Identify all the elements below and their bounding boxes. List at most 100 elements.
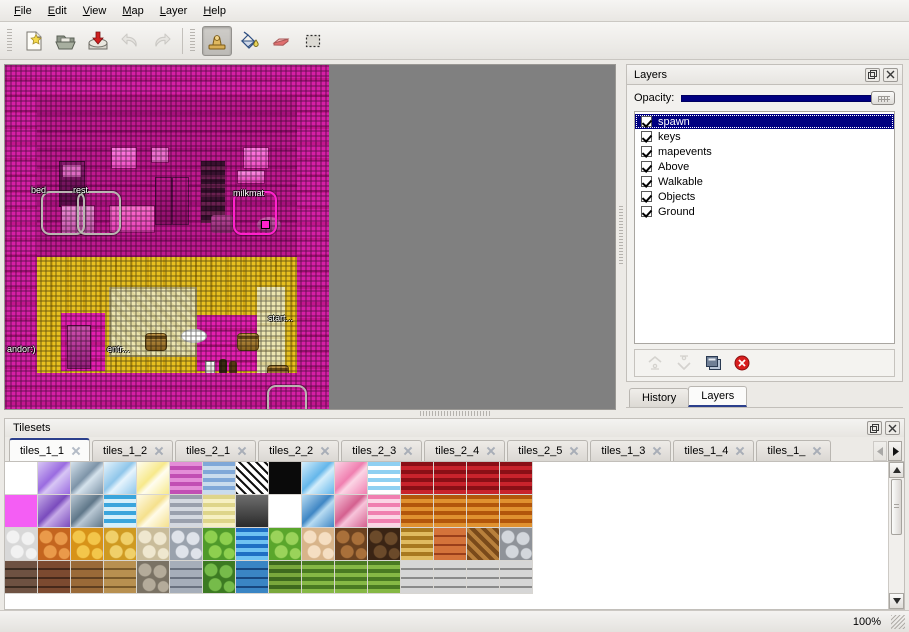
selected-map-object[interactable] <box>233 191 277 235</box>
layer-row[interactable]: mapevents <box>635 144 894 159</box>
layer-visibility-checkbox[interactable] <box>641 146 652 157</box>
tileset-tile[interactable] <box>269 561 302 594</box>
tileset-vertical-scrollbar[interactable] <box>888 462 904 609</box>
layer-visibility-checkbox[interactable] <box>641 176 652 187</box>
layer-row[interactable]: Objects <box>635 189 894 204</box>
tileset-tile[interactable] <box>434 495 467 528</box>
undock-icon[interactable] <box>865 67 880 82</box>
delete-layer-icon[interactable] <box>730 352 754 374</box>
tileset-tile[interactable] <box>368 462 401 495</box>
tileset-tile[interactable] <box>38 462 71 495</box>
menu-item-view[interactable]: View <box>82 4 107 17</box>
tileset-tile[interactable] <box>71 462 104 495</box>
tileset-tile[interactable] <box>269 495 302 528</box>
tileset-tile[interactable] <box>302 528 335 561</box>
tileset-tile[interactable] <box>335 462 368 495</box>
tileset-tile[interactable] <box>269 528 302 561</box>
tileset-tile[interactable] <box>137 462 170 495</box>
scrollbar-thumb[interactable] <box>891 479 902 535</box>
tileset-tile[interactable] <box>401 528 434 561</box>
menu-item-layer[interactable]: Layer <box>159 4 188 17</box>
tileset-tile[interactable] <box>5 528 38 561</box>
tileset-tile[interactable] <box>467 495 500 528</box>
tileset-tab-tiles_2_4[interactable]: tiles_2_4 <box>424 440 506 461</box>
tileset-tile[interactable] <box>170 462 203 495</box>
bucket-fill-icon[interactable] <box>234 26 264 56</box>
tileset-tile[interactable] <box>137 495 170 528</box>
scroll-up-icon[interactable] <box>889 462 904 478</box>
tileset-tile[interactable] <box>170 561 203 594</box>
map-object-outline[interactable] <box>77 191 121 235</box>
toolbar-grip[interactable] <box>6 28 13 53</box>
scroll-right-icon[interactable] <box>888 441 902 461</box>
tileset-tile[interactable] <box>104 462 137 495</box>
new-map-icon[interactable] <box>19 26 49 56</box>
open-file-icon[interactable] <box>51 26 81 56</box>
tileset-tab-tiles_2_2[interactable]: tiles_2_2 <box>258 440 340 461</box>
tileset-tile[interactable] <box>203 528 236 561</box>
tileset-tile[interactable] <box>500 462 533 495</box>
tileset-tile[interactable] <box>368 561 401 594</box>
stamp-brush-icon[interactable] <box>202 25 232 56</box>
tileset-tile[interactable] <box>434 462 467 495</box>
map-object-outline[interactable] <box>41 191 85 235</box>
tileset-tile[interactable] <box>302 495 335 528</box>
tileset-tile[interactable] <box>5 561 38 594</box>
duplicate-layer-icon[interactable] <box>701 352 725 374</box>
menu-item-file[interactable]: File <box>14 4 32 17</box>
layer-row[interactable]: Above <box>635 159 894 174</box>
tileset-tile[interactable] <box>368 528 401 561</box>
tileset-tab-tiles_1_4[interactable]: tiles_1_4 <box>673 440 755 461</box>
tileset-tab-tiles_1_2[interactable]: tiles_1_2 <box>92 440 174 461</box>
menu-item-edit[interactable]: Edit <box>47 4 67 17</box>
tools-toolbar-grip[interactable] <box>189 28 196 53</box>
tileset-tile[interactable] <box>269 462 302 495</box>
close-tileset-icon[interactable] <box>486 446 496 456</box>
tileset-tile[interactable] <box>5 462 38 495</box>
opacity-slider-handle[interactable] <box>871 91 895 105</box>
redo-icon[interactable] <box>147 26 177 56</box>
tileset-tile[interactable] <box>500 495 533 528</box>
layer-visibility-checkbox[interactable] <box>641 161 652 172</box>
tileset-tile[interactable] <box>236 495 269 528</box>
tileset-tile[interactable] <box>104 561 137 594</box>
tileset-tab-tiles_1_[interactable]: tiles_1_ <box>756 440 832 461</box>
tab-history[interactable]: History <box>629 388 690 407</box>
vertical-splitter[interactable] <box>616 64 626 408</box>
map-render-area[interactable]: bed rest milkmat andor:) entr... start... <box>5 65 329 409</box>
tileset-tile[interactable] <box>434 561 467 594</box>
layer-row[interactable]: Walkable <box>635 174 894 189</box>
rectangle-select-icon[interactable] <box>298 26 328 56</box>
resize-grip[interactable] <box>891 614 905 629</box>
tileset-tile[interactable] <box>500 528 533 561</box>
object-resize-handle[interactable] <box>261 220 270 229</box>
tileset-tile[interactable] <box>467 528 500 561</box>
tileset-tile[interactable] <box>71 495 104 528</box>
tileset-tile[interactable] <box>137 561 170 594</box>
tileset-tile[interactable] <box>467 462 500 495</box>
tileset-tile[interactable] <box>104 495 137 528</box>
lower-layer-icon[interactable] <box>672 352 696 374</box>
tileset-tile[interactable] <box>104 528 137 561</box>
layer-visibility-checkbox[interactable] <box>641 131 652 142</box>
tileset-tile[interactable] <box>71 528 104 561</box>
eraser-icon[interactable] <box>266 26 296 56</box>
layer-list[interactable]: spawn keys mapevents Above Walkable Objects Gr… <box>634 111 895 344</box>
tileset-tile[interactable] <box>401 462 434 495</box>
close-tileset-icon[interactable] <box>735 446 745 456</box>
tileset-tile[interactable] <box>203 462 236 495</box>
tileset-tile[interactable] <box>236 462 269 495</box>
map-object-outline[interactable] <box>267 385 307 409</box>
tileset-grid[interactable] <box>5 462 888 594</box>
layer-row[interactable]: Ground <box>635 204 894 219</box>
tileset-tile[interactable] <box>71 561 104 594</box>
undock-icon[interactable] <box>867 421 882 435</box>
map-canvas-view[interactable]: bed rest milkmat andor:) entr... start... <box>4 64 616 410</box>
close-icon[interactable] <box>883 67 898 82</box>
tab-layers[interactable]: Layers <box>688 386 748 407</box>
tileset-tile[interactable] <box>368 495 401 528</box>
tileset-tab-tiles_2_3[interactable]: tiles_2_3 <box>341 440 423 461</box>
tileset-tile[interactable] <box>434 528 467 561</box>
layer-row[interactable]: keys <box>635 129 894 144</box>
close-tileset-icon[interactable] <box>569 446 579 456</box>
